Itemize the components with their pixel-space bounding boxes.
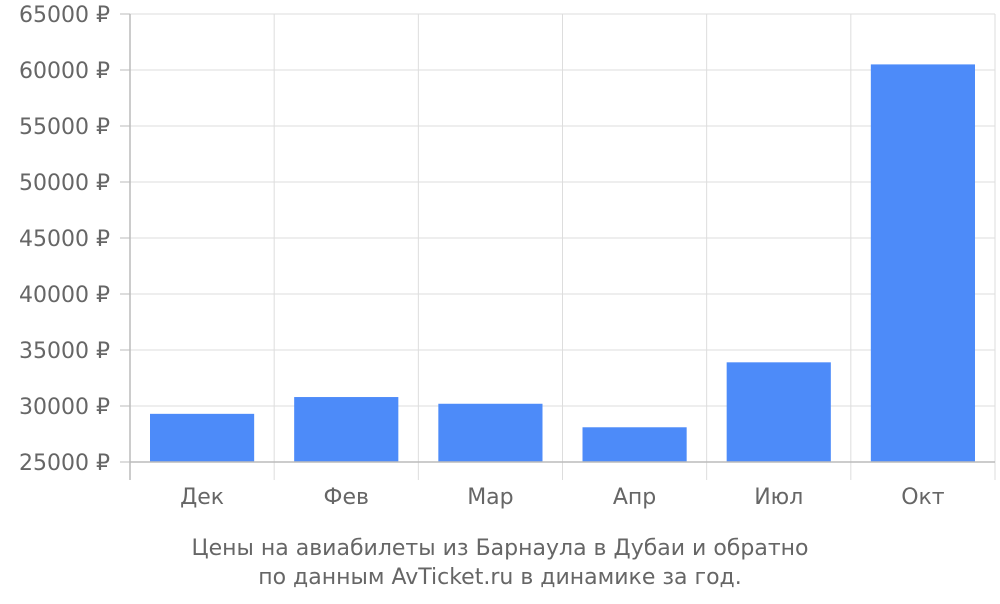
x-tick-label: Дек bbox=[180, 485, 224, 510]
caption-line-1: Цены на авиабилеты из Барнаула в Дубаи и… bbox=[192, 536, 809, 561]
x-tick-label: Мар bbox=[467, 485, 513, 510]
chart-caption: Цены на авиабилеты из Барнаула в Дубаи и… bbox=[192, 536, 809, 590]
y-tick-label: 55000 ₽ bbox=[19, 115, 110, 140]
grid bbox=[130, 13, 996, 480]
bar bbox=[582, 427, 687, 462]
y-tick-label: 25000 ₽ bbox=[19, 451, 110, 476]
axes bbox=[120, 13, 995, 480]
bars bbox=[150, 64, 975, 463]
bar bbox=[150, 413, 255, 462]
y-tick-label: 30000 ₽ bbox=[19, 395, 110, 420]
y-tick-labels: 25000 ₽ 30000 ₽ 35000 ₽ 40000 ₽ 45000 ₽ 50000… bbox=[19, 3, 110, 476]
x-tick-labels: Дек Фев Мар Апр Июл Окт bbox=[180, 485, 945, 510]
y-tick-label: 40000 ₽ bbox=[19, 283, 110, 308]
bar bbox=[438, 403, 543, 462]
x-tick-label: Окт bbox=[901, 485, 945, 510]
y-tick-label: 35000 ₽ bbox=[19, 339, 110, 364]
bar bbox=[726, 362, 831, 462]
x-tick-label: Апр bbox=[613, 485, 656, 510]
bar bbox=[294, 397, 399, 462]
y-tick-label: 60000 ₽ bbox=[19, 59, 110, 84]
bar bbox=[870, 64, 975, 463]
y-tick-label: 65000 ₽ bbox=[19, 3, 110, 28]
y-tick-label: 50000 ₽ bbox=[19, 171, 110, 196]
y-tick-label: 45000 ₽ bbox=[19, 227, 110, 252]
caption-line-2: по данным AvTicket.ru в динамике за год. bbox=[258, 565, 742, 590]
x-tick-label: Фев bbox=[324, 485, 369, 510]
x-tick-label: Июл bbox=[754, 485, 803, 510]
